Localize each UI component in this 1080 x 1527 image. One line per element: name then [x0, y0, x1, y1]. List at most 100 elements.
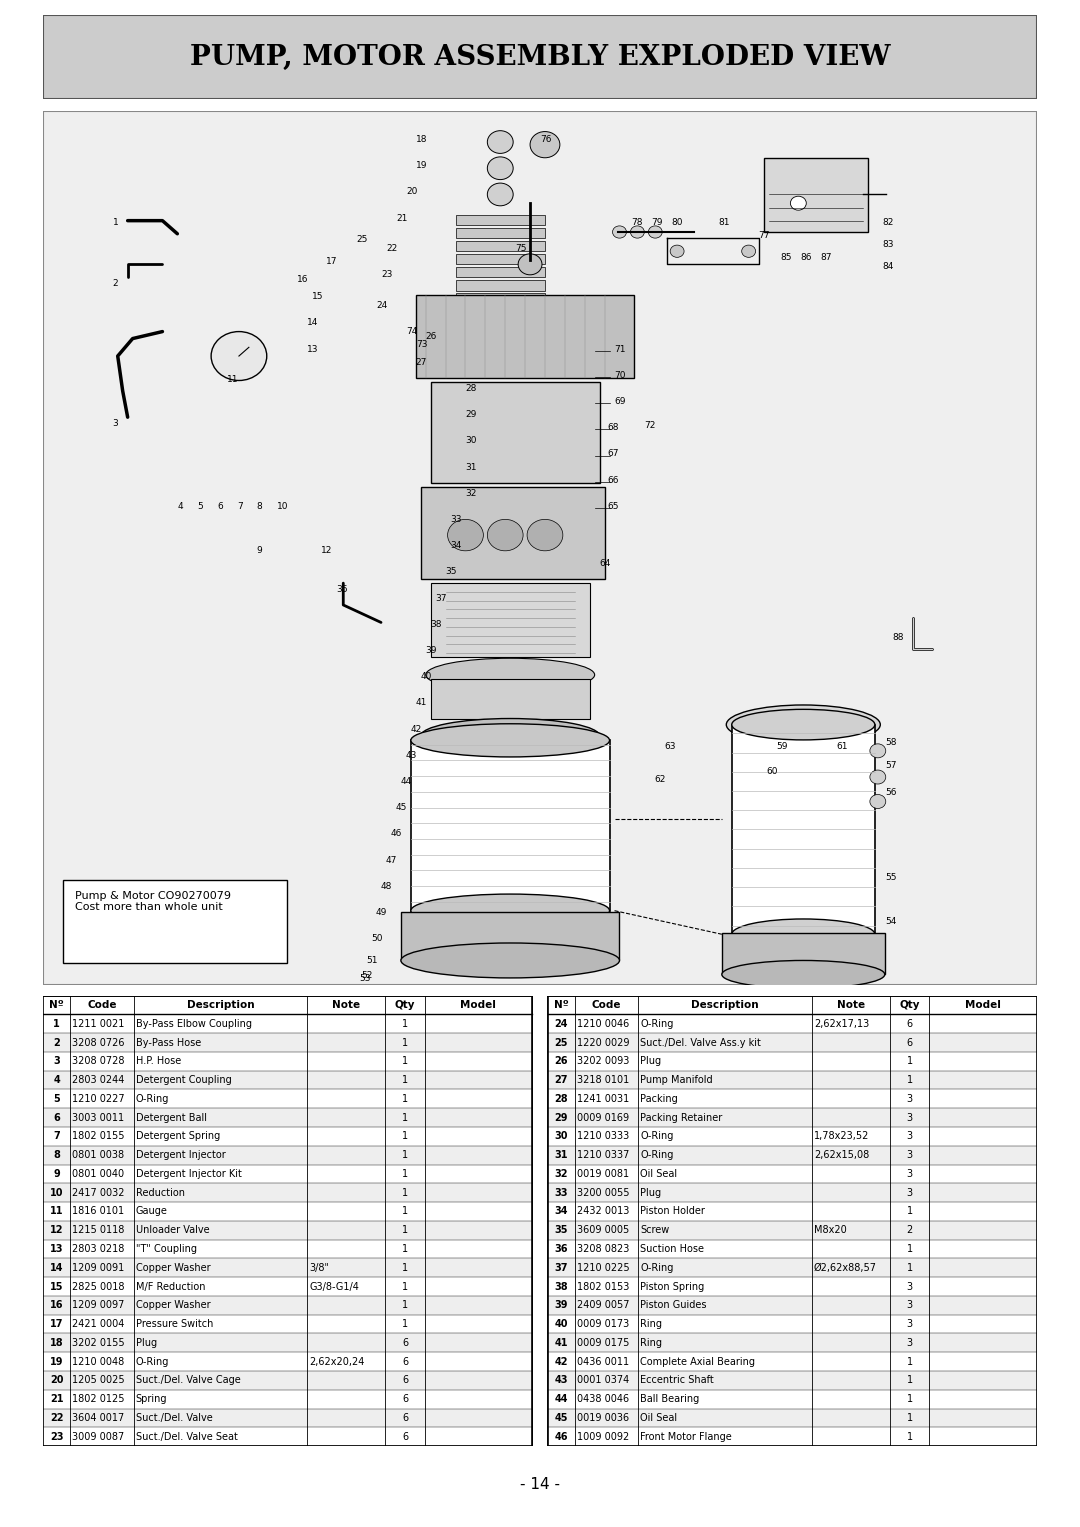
Text: 43: 43 [406, 751, 417, 760]
Bar [43, 1353, 532, 1371]
Bar [43, 1428, 532, 1446]
Bar [43, 1240, 532, 1258]
Text: 10: 10 [276, 502, 288, 512]
Text: Copper Washer: Copper Washer [136, 1301, 211, 1310]
Text: 1: 1 [906, 1412, 913, 1423]
Text: 1220 0029: 1220 0029 [577, 1037, 630, 1048]
Text: 51: 51 [366, 956, 378, 965]
Text: 2,62x20,24: 2,62x20,24 [309, 1356, 365, 1367]
Bar [456, 307, 545, 316]
Text: Nº: Nº [50, 1000, 64, 1009]
Text: Note: Note [837, 1000, 865, 1009]
Ellipse shape [732, 919, 875, 950]
Text: 62: 62 [654, 776, 665, 785]
Text: 38: 38 [431, 620, 442, 629]
Text: Plug: Plug [640, 1188, 661, 1197]
Text: 2803 0218: 2803 0218 [72, 1245, 124, 1254]
Bar [43, 1014, 532, 1034]
Text: 38: 38 [554, 1281, 568, 1292]
Text: 8: 8 [257, 502, 262, 512]
Text: Detergent Ball: Detergent Ball [136, 1113, 206, 1122]
Text: 6: 6 [53, 1113, 60, 1122]
Circle shape [487, 183, 513, 206]
Text: 55: 55 [886, 873, 897, 883]
Text: 8: 8 [53, 1150, 60, 1161]
Bar [548, 1034, 1037, 1052]
Text: 1: 1 [402, 1301, 408, 1310]
Text: 3202 0155: 3202 0155 [72, 1338, 124, 1348]
Text: 6: 6 [402, 1394, 408, 1405]
Bar [431, 680, 590, 719]
Circle shape [869, 744, 886, 757]
Text: 1215 0118: 1215 0118 [72, 1225, 124, 1235]
Text: 1: 1 [402, 1057, 408, 1066]
Ellipse shape [505, 418, 565, 431]
Text: Suct./Del. Valve Cage: Suct./Del. Valve Cage [136, 1376, 241, 1385]
Text: 33: 33 [450, 515, 462, 524]
Text: 1: 1 [402, 1245, 408, 1254]
Bar [548, 1390, 1037, 1408]
Text: Front Motor Flange: Front Motor Flange [640, 1432, 732, 1441]
Text: 1: 1 [906, 1075, 913, 1086]
Text: Code: Code [592, 1000, 621, 1009]
Text: 24: 24 [376, 301, 388, 310]
Text: 1210 0333: 1210 0333 [577, 1132, 629, 1141]
Text: 1816 0101: 1816 0101 [72, 1206, 124, 1217]
Text: 11: 11 [227, 376, 239, 385]
Bar [43, 1165, 532, 1183]
Text: 1: 1 [402, 1019, 408, 1029]
Bar [548, 1240, 1037, 1258]
Circle shape [530, 131, 559, 157]
Text: 60: 60 [767, 767, 778, 776]
Text: 22: 22 [50, 1412, 64, 1423]
Text: 34: 34 [555, 1206, 568, 1217]
Text: 35: 35 [446, 568, 457, 576]
Text: 1: 1 [906, 1206, 913, 1217]
Text: 31: 31 [555, 1150, 568, 1161]
Text: 39: 39 [426, 646, 437, 655]
Circle shape [791, 195, 807, 211]
Text: 1: 1 [53, 1019, 60, 1029]
Text: 40: 40 [555, 1319, 568, 1328]
Text: 4: 4 [177, 502, 183, 512]
Text: 65: 65 [608, 502, 619, 512]
Text: 4: 4 [53, 1075, 60, 1086]
Bar [43, 1127, 532, 1145]
Ellipse shape [410, 724, 609, 757]
Text: Spring: Spring [136, 1394, 167, 1405]
Text: 41: 41 [416, 698, 428, 707]
Text: M/F Reduction: M/F Reduction [136, 1281, 205, 1292]
Text: Piston Spring: Piston Spring [640, 1281, 704, 1292]
Ellipse shape [721, 960, 885, 988]
Text: 3609 0005: 3609 0005 [577, 1225, 629, 1235]
Bar [43, 1333, 532, 1353]
Text: 1209 0097: 1209 0097 [72, 1301, 124, 1310]
Text: 13: 13 [50, 1245, 64, 1254]
Text: 1210 0225: 1210 0225 [577, 1263, 630, 1274]
Circle shape [648, 226, 662, 238]
Text: 1: 1 [402, 1225, 408, 1235]
Text: 46: 46 [391, 829, 403, 838]
Text: 29: 29 [555, 1113, 568, 1122]
Bar [548, 1277, 1037, 1296]
Text: 18: 18 [416, 134, 428, 144]
Text: 33: 33 [555, 1188, 568, 1197]
Bar [548, 1052, 1037, 1070]
Bar [548, 1127, 1037, 1145]
Text: 25: 25 [356, 235, 367, 244]
Text: 3: 3 [906, 1281, 913, 1292]
Text: 74: 74 [406, 327, 417, 336]
Text: 23: 23 [381, 270, 392, 279]
Text: 3: 3 [906, 1319, 913, 1328]
Bar [456, 267, 545, 278]
Text: Ring: Ring [640, 1319, 662, 1328]
Text: 3208 0726: 3208 0726 [72, 1037, 124, 1048]
Text: 1: 1 [402, 1168, 408, 1179]
Bar [548, 1089, 1037, 1109]
Text: 10: 10 [50, 1188, 64, 1197]
Bar [548, 1014, 1037, 1034]
Text: 27: 27 [416, 357, 428, 366]
Text: 1: 1 [402, 1113, 408, 1122]
Text: Nº: Nº [554, 1000, 569, 1009]
Text: 6: 6 [906, 1037, 913, 1048]
